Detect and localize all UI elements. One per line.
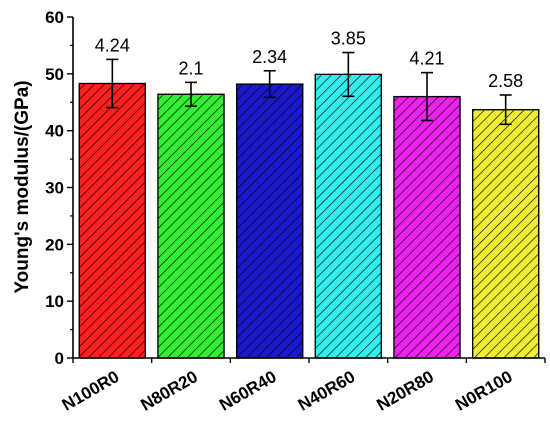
data-label: 4.21 xyxy=(409,49,444,69)
bar-hatch xyxy=(78,82,146,359)
y-tick-label: 10 xyxy=(45,292,64,311)
y-tick-label: 20 xyxy=(45,235,64,254)
bar-hatch xyxy=(393,95,461,359)
data-label: 2.58 xyxy=(488,71,523,91)
y-axis-title: Young's modulus/(GPa) xyxy=(12,80,33,293)
x-tick-label: N80R20 xyxy=(137,367,201,415)
data-label: 4.24 xyxy=(95,35,130,55)
data-label: 3.85 xyxy=(331,29,366,49)
y-tick-label: 40 xyxy=(45,122,64,141)
data-label: 2.1 xyxy=(178,58,203,78)
data-label: 2.34 xyxy=(252,47,287,67)
y-tick-label: 50 xyxy=(45,65,64,84)
bar-hatch xyxy=(236,83,304,359)
x-tick-label: N100R0 xyxy=(59,367,123,415)
y-tick-label: 60 xyxy=(45,8,64,27)
bar-hatch xyxy=(314,73,382,359)
bar-hatch xyxy=(472,109,540,359)
x-tick-label: N60R40 xyxy=(216,367,280,415)
y-tick-label: 0 xyxy=(55,349,64,368)
x-tick-label: N40R60 xyxy=(295,367,359,415)
x-tick-label: N20R80 xyxy=(373,367,437,415)
y-tick-label: 30 xyxy=(45,179,64,198)
plot-area: 4.24 N100R0 2.1 N80R20 2.34 N60R40 3.85 N40R60 4… xyxy=(45,8,546,415)
bar-hatch xyxy=(157,93,225,359)
x-tick-label: N0R100 xyxy=(452,367,516,415)
